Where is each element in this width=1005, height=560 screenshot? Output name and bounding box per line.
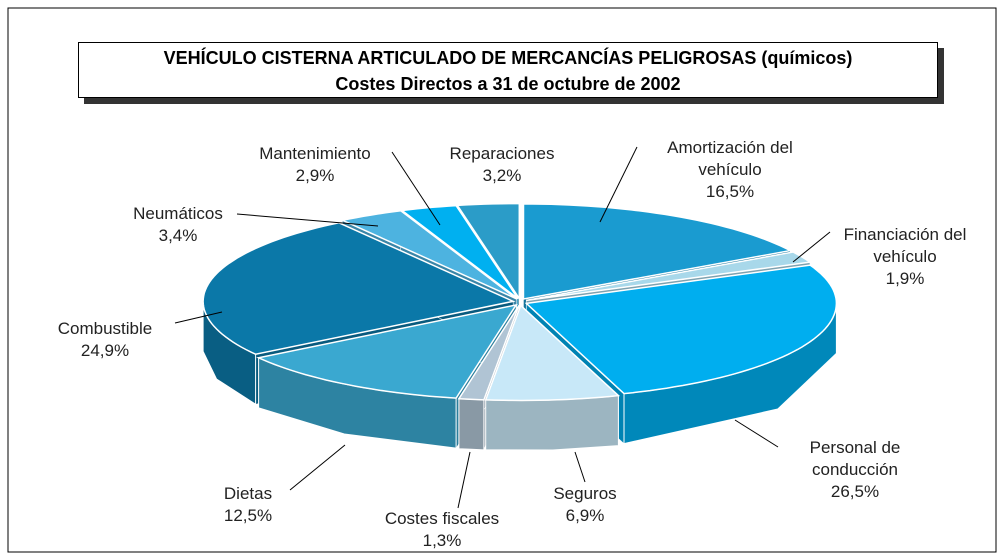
- slice-value: 1,9%: [885, 269, 925, 288]
- slice-label: Dietas 12,5%: [188, 483, 308, 527]
- leader-line: [289, 444, 346, 491]
- slice-label: Seguros 6,9%: [525, 483, 645, 527]
- leader-line: [734, 419, 779, 448]
- slice-label: Personal de conducción 26,5%: [790, 437, 920, 503]
- slice-value: 3,2%: [482, 166, 522, 185]
- leader-line: [457, 451, 471, 509]
- slice-side: [458, 398, 485, 451]
- slice: [456, 202, 521, 302]
- slice-value: 3,4%: [158, 226, 198, 245]
- slice: [484, 304, 621, 402]
- slice: [526, 251, 813, 302]
- title-box: VEHÍCULO CISTERNA ARTICULADO DE MERCANCÍ…: [78, 42, 938, 98]
- slice-label: Amortización del vehículo 16,5%: [635, 137, 825, 203]
- frame: [7, 7, 997, 553]
- slice: [457, 305, 520, 401]
- slice-side: [485, 395, 619, 451]
- slice-label: Combustible 24,9%: [30, 318, 180, 362]
- slice: [522, 203, 793, 300]
- leader-line: [391, 151, 441, 226]
- slice-name: Mantenimiento: [259, 144, 371, 163]
- leader-line: [174, 311, 223, 324]
- slice-label: Costes fiscales 1,3%: [357, 508, 527, 552]
- chart-title: VEHÍCULO CISTERNA ARTICULADO DE MERCANCÍ…: [163, 48, 853, 68]
- slice: [340, 210, 518, 300]
- chart-subtitle: Costes Directos a 31 de octubre de 2002: [335, 74, 681, 94]
- slice-name: Reparaciones: [449, 144, 555, 163]
- slice-name: Dietas: [223, 484, 273, 503]
- slice-value: 24,9%: [80, 341, 130, 360]
- leader-line: [574, 451, 586, 483]
- slice-name: Amortización del vehículo: [667, 138, 793, 179]
- slice-name: Neumáticos: [133, 204, 223, 223]
- slice-label: Neumáticos 3,4%: [103, 203, 253, 247]
- slice-value: 26,5%: [830, 482, 880, 501]
- slice-value: 6,9%: [565, 506, 605, 525]
- slice-name: Seguros: [553, 484, 617, 503]
- slice-value: 1,3%: [422, 531, 462, 550]
- slice-value: 12,5%: [223, 506, 273, 525]
- leader-line: [792, 231, 831, 263]
- slice-name: Costes fiscales: [384, 509, 500, 528]
- slice-label: Reparaciones 3,2%: [427, 143, 577, 187]
- leader-line: [236, 213, 379, 227]
- slice-label: Mantenimiento 2,9%: [240, 143, 390, 187]
- slice: [524, 264, 838, 395]
- slice-value: 2,9%: [295, 166, 335, 185]
- slice-label: Financiación del vehículo 1,9%: [820, 224, 990, 290]
- leader-line: [599, 146, 638, 223]
- slice-value: 16,5%: [705, 182, 755, 201]
- slice: [202, 222, 516, 355]
- slice-name: Personal de conducción: [809, 438, 901, 479]
- slice: [256, 303, 518, 399]
- slice-name: Financiación del vehículo: [843, 225, 967, 266]
- slice-name: Combustible: [57, 319, 153, 338]
